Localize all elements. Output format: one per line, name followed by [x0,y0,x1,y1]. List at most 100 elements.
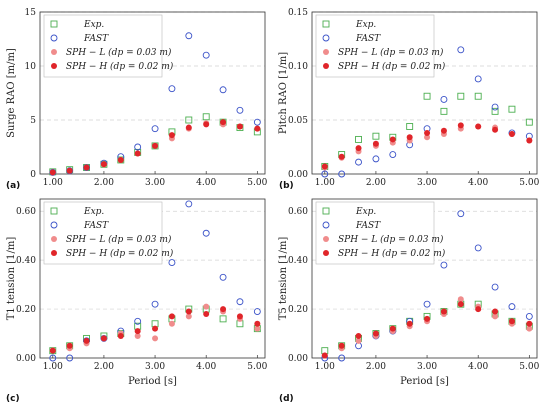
legend: Exp. FAST SPH − L (dp = 0.03 m) SPH − H (dp… [315,201,446,265]
legend-marker [323,49,329,55]
data-point [168,85,176,93]
data-point [338,153,345,160]
legend-entry: SPH − L (dp = 0.03 m) [338,234,444,245]
legend-marker [50,34,58,42]
plot-frame [39,198,266,359]
y-axis-label: T1 tension [1/m] [6,237,17,321]
legend-entry: SPH − L (dp = 0.03 m) [338,47,444,58]
data-point [49,347,56,354]
panel-d: 0.00 0.20 0.40 0.60 1.00 2.00 3.00 4.00 5.00 T5 t… [278,198,540,404]
data-point [134,143,142,151]
data-point [491,103,499,111]
legend-entry: SPH − H (dp = 0.02 m) [338,248,446,259]
legend-box [43,201,163,265]
x-tick-label: 3.00 [145,178,165,188]
data-point [474,92,482,100]
y-axis-label: T5 tension [1/m] [278,237,289,321]
data-point [254,125,261,132]
x-tick-label: 1.00 [315,178,335,188]
data-point [185,313,192,320]
x-axis-label: Period [s] [400,376,449,387]
legend-marker [50,207,58,215]
x-tick-label: 2.00 [366,178,386,188]
data-point [49,354,57,362]
data-point [151,300,159,308]
series-3 [321,301,533,359]
plot-frame [311,11,538,175]
legend-entry: FAST [355,34,381,44]
x-tick-label: 5.00 [247,362,267,372]
data-point [525,118,533,126]
y-tick-label: 0.15 [288,8,308,18]
x-tick-label: 5.00 [519,178,539,188]
panel-label: (b) [279,181,294,191]
data-point [508,105,516,113]
panel-c: 0.00 0.20 0.40 0.60 1.00 2.00 3.00 4.00 5.00 T1 t… [6,198,268,404]
y-tick-label: 0.05 [288,116,308,126]
data-point [202,51,210,59]
data-point [134,332,141,339]
legend-marker [322,20,330,28]
data-point [168,313,175,320]
data-point [254,325,261,332]
data-point [389,136,396,143]
data-point [338,354,346,362]
x-tick-label: 4.00 [196,178,216,188]
data-point [355,337,362,344]
y-tick-label: 0.10 [288,62,308,72]
y-tick-label: 0.00 [288,170,308,180]
panel-a: 0 5 10 15 1.00 2.00 3.00 4.00 5.00 Surge RAO [m/m… [6,8,268,191]
data-point [457,46,465,54]
panel-b: 0.00 0.05 0.10 0.15 1.00 2.00 3.00 4.00 5.00 Pitc… [278,8,540,191]
legend-box [43,14,163,78]
data-point [117,156,124,163]
data-point [389,151,397,159]
legend-entry: FAST [355,221,381,231]
data-point [168,259,176,267]
data-point [457,92,465,100]
data-point [219,86,227,94]
data-point [185,32,193,40]
data-point [491,107,499,115]
data-point [236,298,244,306]
x-tick-label: 1.00 [315,362,335,372]
data-point [474,75,482,83]
data-point [457,296,464,303]
data-point [424,134,431,141]
data-point [134,317,142,325]
data-point [440,107,448,115]
legend-marker [51,236,57,242]
legend-entry: FAST [83,34,109,44]
data-point [152,335,159,342]
legend-marker [322,207,330,215]
data-point [492,313,499,320]
data-point [152,142,159,149]
y-tick-label: 0 [30,170,36,180]
y-tick-label: 0.60 [16,207,36,217]
x-tick-label: 1.00 [43,362,63,372]
data-point [372,132,380,140]
legend-entry: SPH − H (dp = 0.02 m) [66,248,174,259]
series-2 [321,296,533,359]
series-0 [321,92,533,170]
data-point [100,335,107,342]
data-point [508,303,516,311]
x-tick-label: 5.00 [247,178,267,188]
data-point [185,200,193,208]
data-point [202,229,210,237]
data-point [440,96,448,103]
data-point [49,169,56,176]
data-point [372,330,379,337]
data-point [372,140,379,147]
data-point [406,320,413,327]
data-point [66,354,74,362]
series-1 [321,46,533,178]
data-point [526,320,533,327]
data-point [203,303,210,310]
data-point [203,310,210,317]
legend-entry: Exp. [83,20,104,30]
y-tick-label: 0.40 [288,256,308,266]
x-tick-label: 1.00 [43,178,63,188]
x-tick-label: 4.00 [468,362,488,372]
